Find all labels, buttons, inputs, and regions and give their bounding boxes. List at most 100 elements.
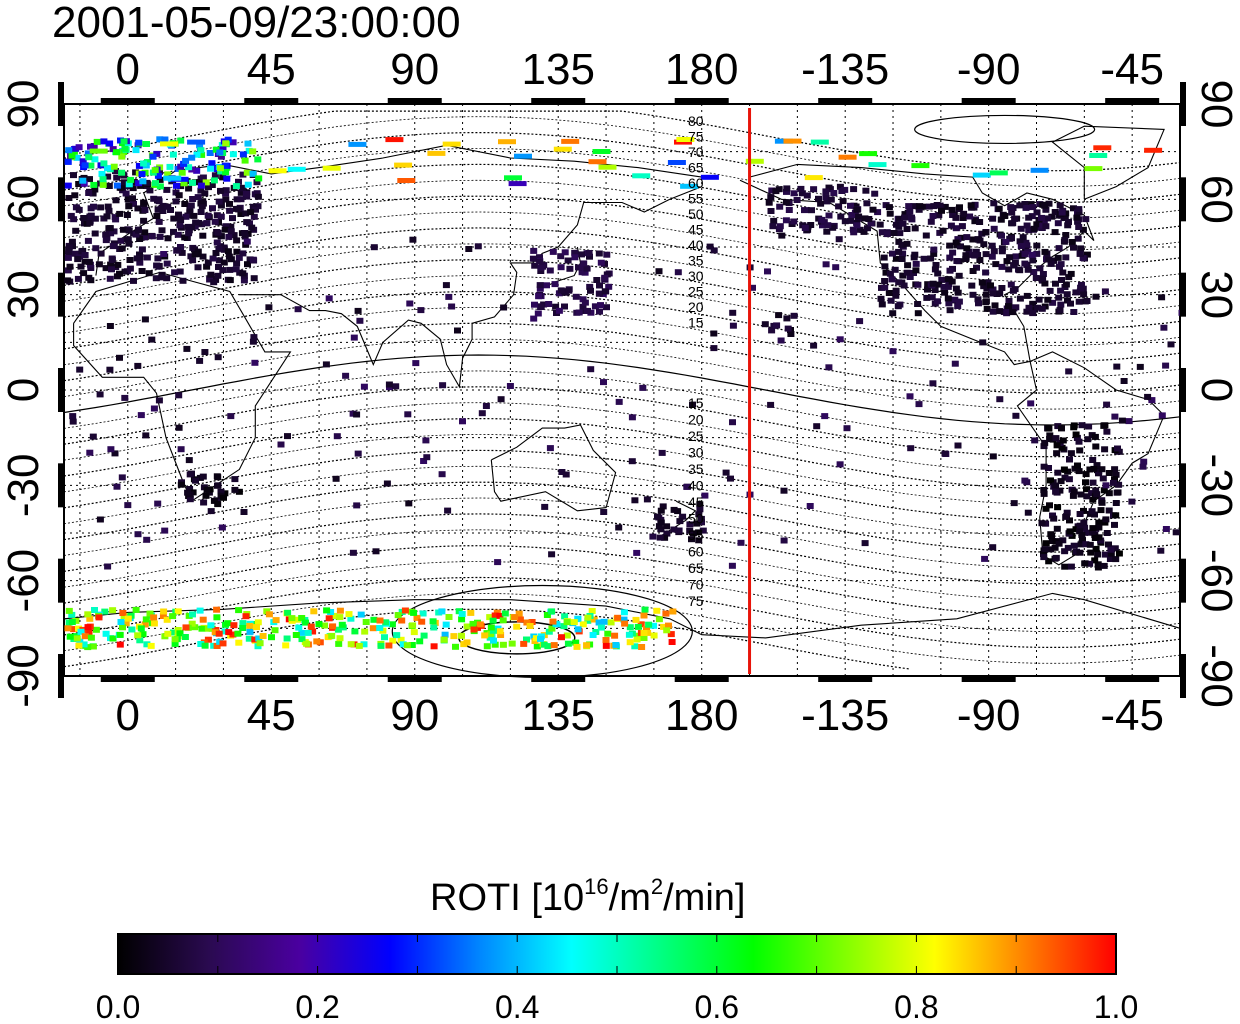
roti-cell <box>163 275 171 282</box>
roti-cell <box>1038 305 1046 312</box>
roti-cell <box>975 300 982 307</box>
coastline <box>1051 125 1165 200</box>
roti-cell <box>156 233 164 240</box>
roti-cell <box>216 165 224 172</box>
roti-cell <box>182 213 190 220</box>
roti-cell <box>109 243 117 250</box>
roti-cell <box>1083 529 1091 536</box>
roti-cell <box>658 449 666 456</box>
roti-cell <box>401 607 409 614</box>
roti-cell <box>174 608 182 615</box>
contour-label: 25 <box>688 284 704 300</box>
roti-cell <box>245 635 253 642</box>
contour-label: 50 <box>688 511 704 527</box>
roti-cell <box>128 626 136 633</box>
roti-cell <box>66 263 74 270</box>
roti-cell <box>823 198 831 205</box>
roti-cell <box>989 170 1008 176</box>
roti-cell <box>65 607 73 614</box>
roti-cell <box>745 158 764 164</box>
roti-cell <box>737 539 745 546</box>
roti-cell <box>153 150 161 157</box>
roti-cell <box>1075 206 1083 213</box>
roti-cell <box>284 609 292 616</box>
roti-cell <box>1059 537 1067 544</box>
roti-cell <box>334 626 342 633</box>
roti-cell <box>186 486 194 492</box>
roti-cell <box>397 636 405 643</box>
contour-label: 40 <box>688 237 704 253</box>
roti-cell <box>1003 258 1011 265</box>
roti-cell <box>73 635 81 642</box>
roti-cell <box>1075 298 1083 305</box>
roti-cell <box>584 614 592 621</box>
roti-cell <box>381 634 388 641</box>
roti-cell <box>941 203 949 210</box>
roti-cell <box>146 610 154 617</box>
roti-cell <box>579 264 587 271</box>
roti-cell <box>89 433 97 440</box>
roti-cell <box>197 147 205 154</box>
roti-cell <box>1056 202 1064 209</box>
roti-cell <box>75 642 83 649</box>
roti-cell <box>498 139 516 145</box>
roti-cell <box>1086 541 1094 548</box>
roti-cell <box>855 213 863 220</box>
roti-cell <box>1077 284 1085 291</box>
roti-cell <box>1101 288 1109 295</box>
roti-cell <box>189 611 196 618</box>
roti-cell <box>847 202 854 209</box>
roti-cell <box>1070 542 1078 549</box>
roti-cell <box>152 180 159 187</box>
roti-cell <box>268 168 287 174</box>
roti-cell <box>69 418 77 425</box>
roti-cell <box>1039 271 1047 277</box>
roti-cell <box>557 253 565 260</box>
contour-label: 30 <box>688 268 704 284</box>
roti-cell <box>237 189 245 196</box>
roti-cell <box>211 172 219 179</box>
roti-cell <box>217 213 225 220</box>
roti-cell <box>959 215 967 221</box>
roti-cell <box>1008 209 1016 216</box>
roti-cell <box>222 196 230 203</box>
roti-cell <box>776 223 784 230</box>
roti-cell <box>214 501 222 508</box>
roti-cell <box>1160 324 1168 331</box>
roti-cell <box>783 188 790 195</box>
roti-cell <box>112 168 119 174</box>
roti-cell <box>412 360 420 367</box>
contour-line <box>63 275 1181 346</box>
roti-cell <box>1044 296 1052 303</box>
roti-cell <box>978 279 986 286</box>
roti-cell <box>429 618 437 625</box>
contour-line <box>63 354 1181 426</box>
bottom-tick-bar <box>387 676 442 682</box>
roti-cell <box>890 230 898 236</box>
roti-cell <box>871 190 879 197</box>
roti-cell <box>674 269 682 276</box>
roti-cell <box>222 223 230 230</box>
roti-cell <box>1009 220 1017 227</box>
roti-cell <box>941 289 949 296</box>
roti-cell <box>123 236 131 243</box>
roti-cell <box>660 623 668 630</box>
roti-cell <box>240 277 248 284</box>
roti-cell <box>868 162 887 168</box>
roti-cell <box>1112 471 1120 478</box>
roti-cell <box>1069 492 1077 499</box>
roti-cell <box>65 250 73 257</box>
roti-cell <box>172 198 180 205</box>
contour-line <box>63 529 1181 601</box>
roti-cell <box>710 247 718 254</box>
roti-cell <box>105 207 113 214</box>
roti-cell <box>1017 225 1025 232</box>
contour-label: 75 <box>688 593 704 609</box>
roti-cell <box>496 612 504 619</box>
roti-cell <box>208 160 216 167</box>
roti-cell <box>700 174 719 180</box>
roti-cell <box>80 641 88 648</box>
roti-cell <box>641 606 649 613</box>
roti-cell <box>586 253 593 260</box>
